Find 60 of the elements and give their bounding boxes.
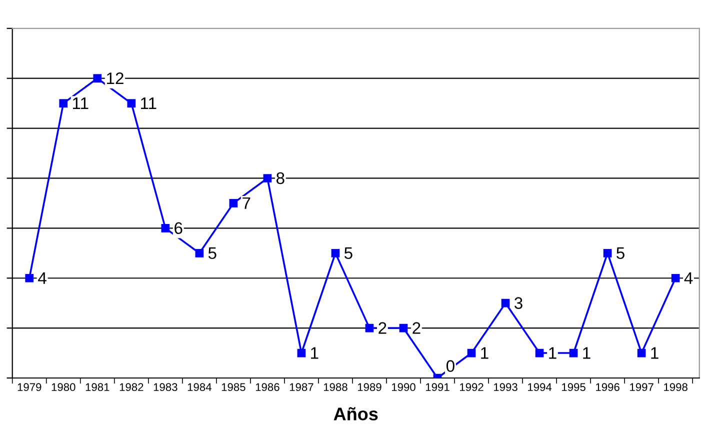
x-tick-label: 1997: [630, 383, 654, 392]
data-label: 12: [106, 72, 124, 84]
data-label: 3: [514, 297, 522, 309]
point: [161, 224, 170, 232]
x-tick-label: 1988: [324, 383, 348, 392]
data-label: 1: [481, 347, 488, 359]
data-label: 5: [344, 247, 352, 260]
data-label: 4: [38, 272, 46, 284]
data-label: 1: [549, 347, 556, 359]
x-tick-label: 1990: [392, 383, 416, 392]
point: [671, 274, 680, 282]
x-tick-label: 1991: [426, 383, 450, 392]
data-label: 5: [616, 247, 624, 260]
x-tick-label: 1979: [18, 383, 42, 392]
point: [263, 174, 272, 182]
data-label: 2: [378, 322, 386, 334]
data-label: 8: [276, 172, 284, 184]
x-tick-label: 1998: [664, 383, 688, 392]
x-tick-label: 1984: [188, 383, 212, 392]
x-tick-label: 1996: [596, 383, 620, 392]
point: [25, 274, 34, 282]
x-tick-label: 1993: [494, 383, 518, 392]
point: [603, 248, 612, 258]
point: [569, 348, 578, 358]
data-label: 1: [583, 347, 590, 359]
x-tick-label: 1992: [460, 383, 484, 392]
point: [399, 324, 408, 332]
x-tick-label: 1982: [120, 383, 144, 392]
point: [195, 248, 204, 258]
data-label: 0: [446, 360, 454, 372]
data-label: 7: [242, 197, 250, 209]
point: [331, 248, 340, 258]
data-label: 1: [311, 347, 318, 359]
data-label: 4: [684, 272, 693, 284]
x-tick-label: 1981: [86, 383, 110, 392]
point: [501, 298, 510, 308]
x-tick-label: 1985: [222, 383, 246, 392]
point: [229, 199, 238, 208]
data-label: 6: [174, 222, 182, 234]
point: [637, 348, 646, 358]
data-label: 5: [208, 247, 216, 260]
data-label: 1: [651, 347, 658, 359]
x-tick-label: 1987: [290, 383, 314, 392]
point: [59, 99, 68, 108]
point: [535, 348, 544, 358]
x-tick-label: 1994: [528, 383, 552, 392]
data-label: 2: [412, 322, 420, 334]
x-tick-label: 1983: [154, 383, 178, 392]
x-tick-label: 1980: [52, 383, 76, 392]
data-label: 11: [72, 98, 88, 110]
x-axis-title: Años: [334, 407, 378, 420]
point: [127, 99, 136, 108]
point: [297, 348, 306, 358]
point: [365, 324, 374, 332]
data-label: 11: [141, 98, 156, 110]
x-tick-label: 1986: [256, 383, 280, 392]
point: [93, 74, 102, 83]
point: [467, 348, 476, 358]
x-tick-label: 1989: [358, 383, 382, 392]
x-tick-label: 1995: [562, 383, 586, 392]
